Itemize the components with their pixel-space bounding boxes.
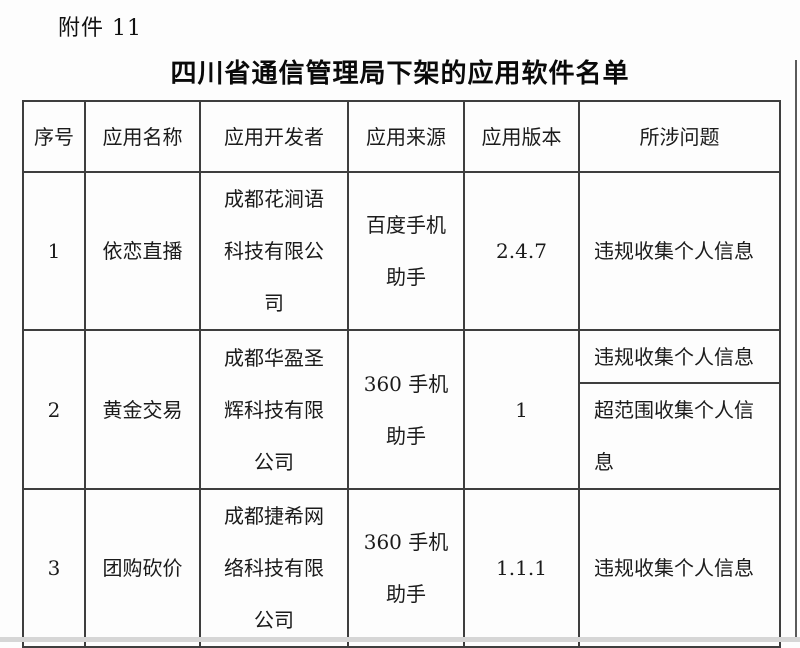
issue-cell: 超范围收集个人信息 [578, 382, 781, 490]
table-header-row: 序号 应用名称 应用开发者 应用来源 应用版本 所涉问题 [22, 100, 781, 173]
developer-cell: 成都华盈圣辉科技有限公司 [199, 329, 349, 490]
issue-cell: 违规收集个人信息 [578, 488, 781, 648]
source-cell: 360 手机助手 [347, 488, 465, 648]
source-cell: 百度手机助手 [347, 171, 465, 331]
removed-apps-table: 序号 应用名称 应用开发者 应用来源 应用版本 所涉问题 1 依恋直播 成都花涧… [22, 100, 781, 648]
issue-cell: 违规收集个人信息 [578, 171, 781, 331]
version-cell: 1.1.1 [463, 488, 580, 648]
scan-bottom-strip [0, 637, 800, 642]
table-row-3: 3 团购砍价 成都捷希网络科技有限公司 360 手机助手 1.1.1 违规收集个… [22, 488, 781, 648]
issue-cell: 违规收集个人信息 [578, 329, 781, 384]
table-row-2: 2 黄金交易 成都华盈圣辉科技有限公司 360 手机助手 1 违规收集个人信息 [22, 329, 781, 490]
source-cell: 360 手机助手 [347, 329, 465, 490]
version-cell: 2.4.7 [463, 171, 580, 331]
developer-cell: 成都捷希网络科技有限公司 [199, 488, 349, 648]
table-row-2-sub: 超范围收集个人信息 [23, 382, 781, 490]
serial-cell: 3 [22, 488, 86, 648]
scan-right-edge-line [795, 60, 797, 642]
app-name-cell: 依恋直播 [84, 171, 201, 331]
column-header-developer: 应用开发者 [199, 100, 349, 173]
column-header-issues: 所涉问题 [578, 100, 781, 173]
app-name-cell: 团购砍价 [84, 488, 201, 648]
app-name-cell: 黄金交易 [84, 329, 201, 490]
column-header-version: 应用版本 [463, 100, 580, 173]
column-header-serial: 序号 [22, 100, 86, 173]
column-header-app-name: 应用名称 [84, 100, 201, 173]
serial-cell: 1 [22, 171, 86, 331]
table-row-1: 1 依恋直播 成都花涧语科技有限公司 百度手机助手 2.4.7 违规收集个人信息 [22, 171, 781, 331]
developer-cell: 成都花涧语科技有限公司 [199, 171, 349, 331]
serial-cell: 2 [22, 329, 86, 490]
attachment-label: 附件 11 [58, 16, 142, 41]
column-header-source: 应用来源 [347, 100, 465, 173]
page-title: 四川省通信管理局下架的应用软件名单 [170, 59, 630, 89]
version-cell: 1 [463, 329, 580, 490]
